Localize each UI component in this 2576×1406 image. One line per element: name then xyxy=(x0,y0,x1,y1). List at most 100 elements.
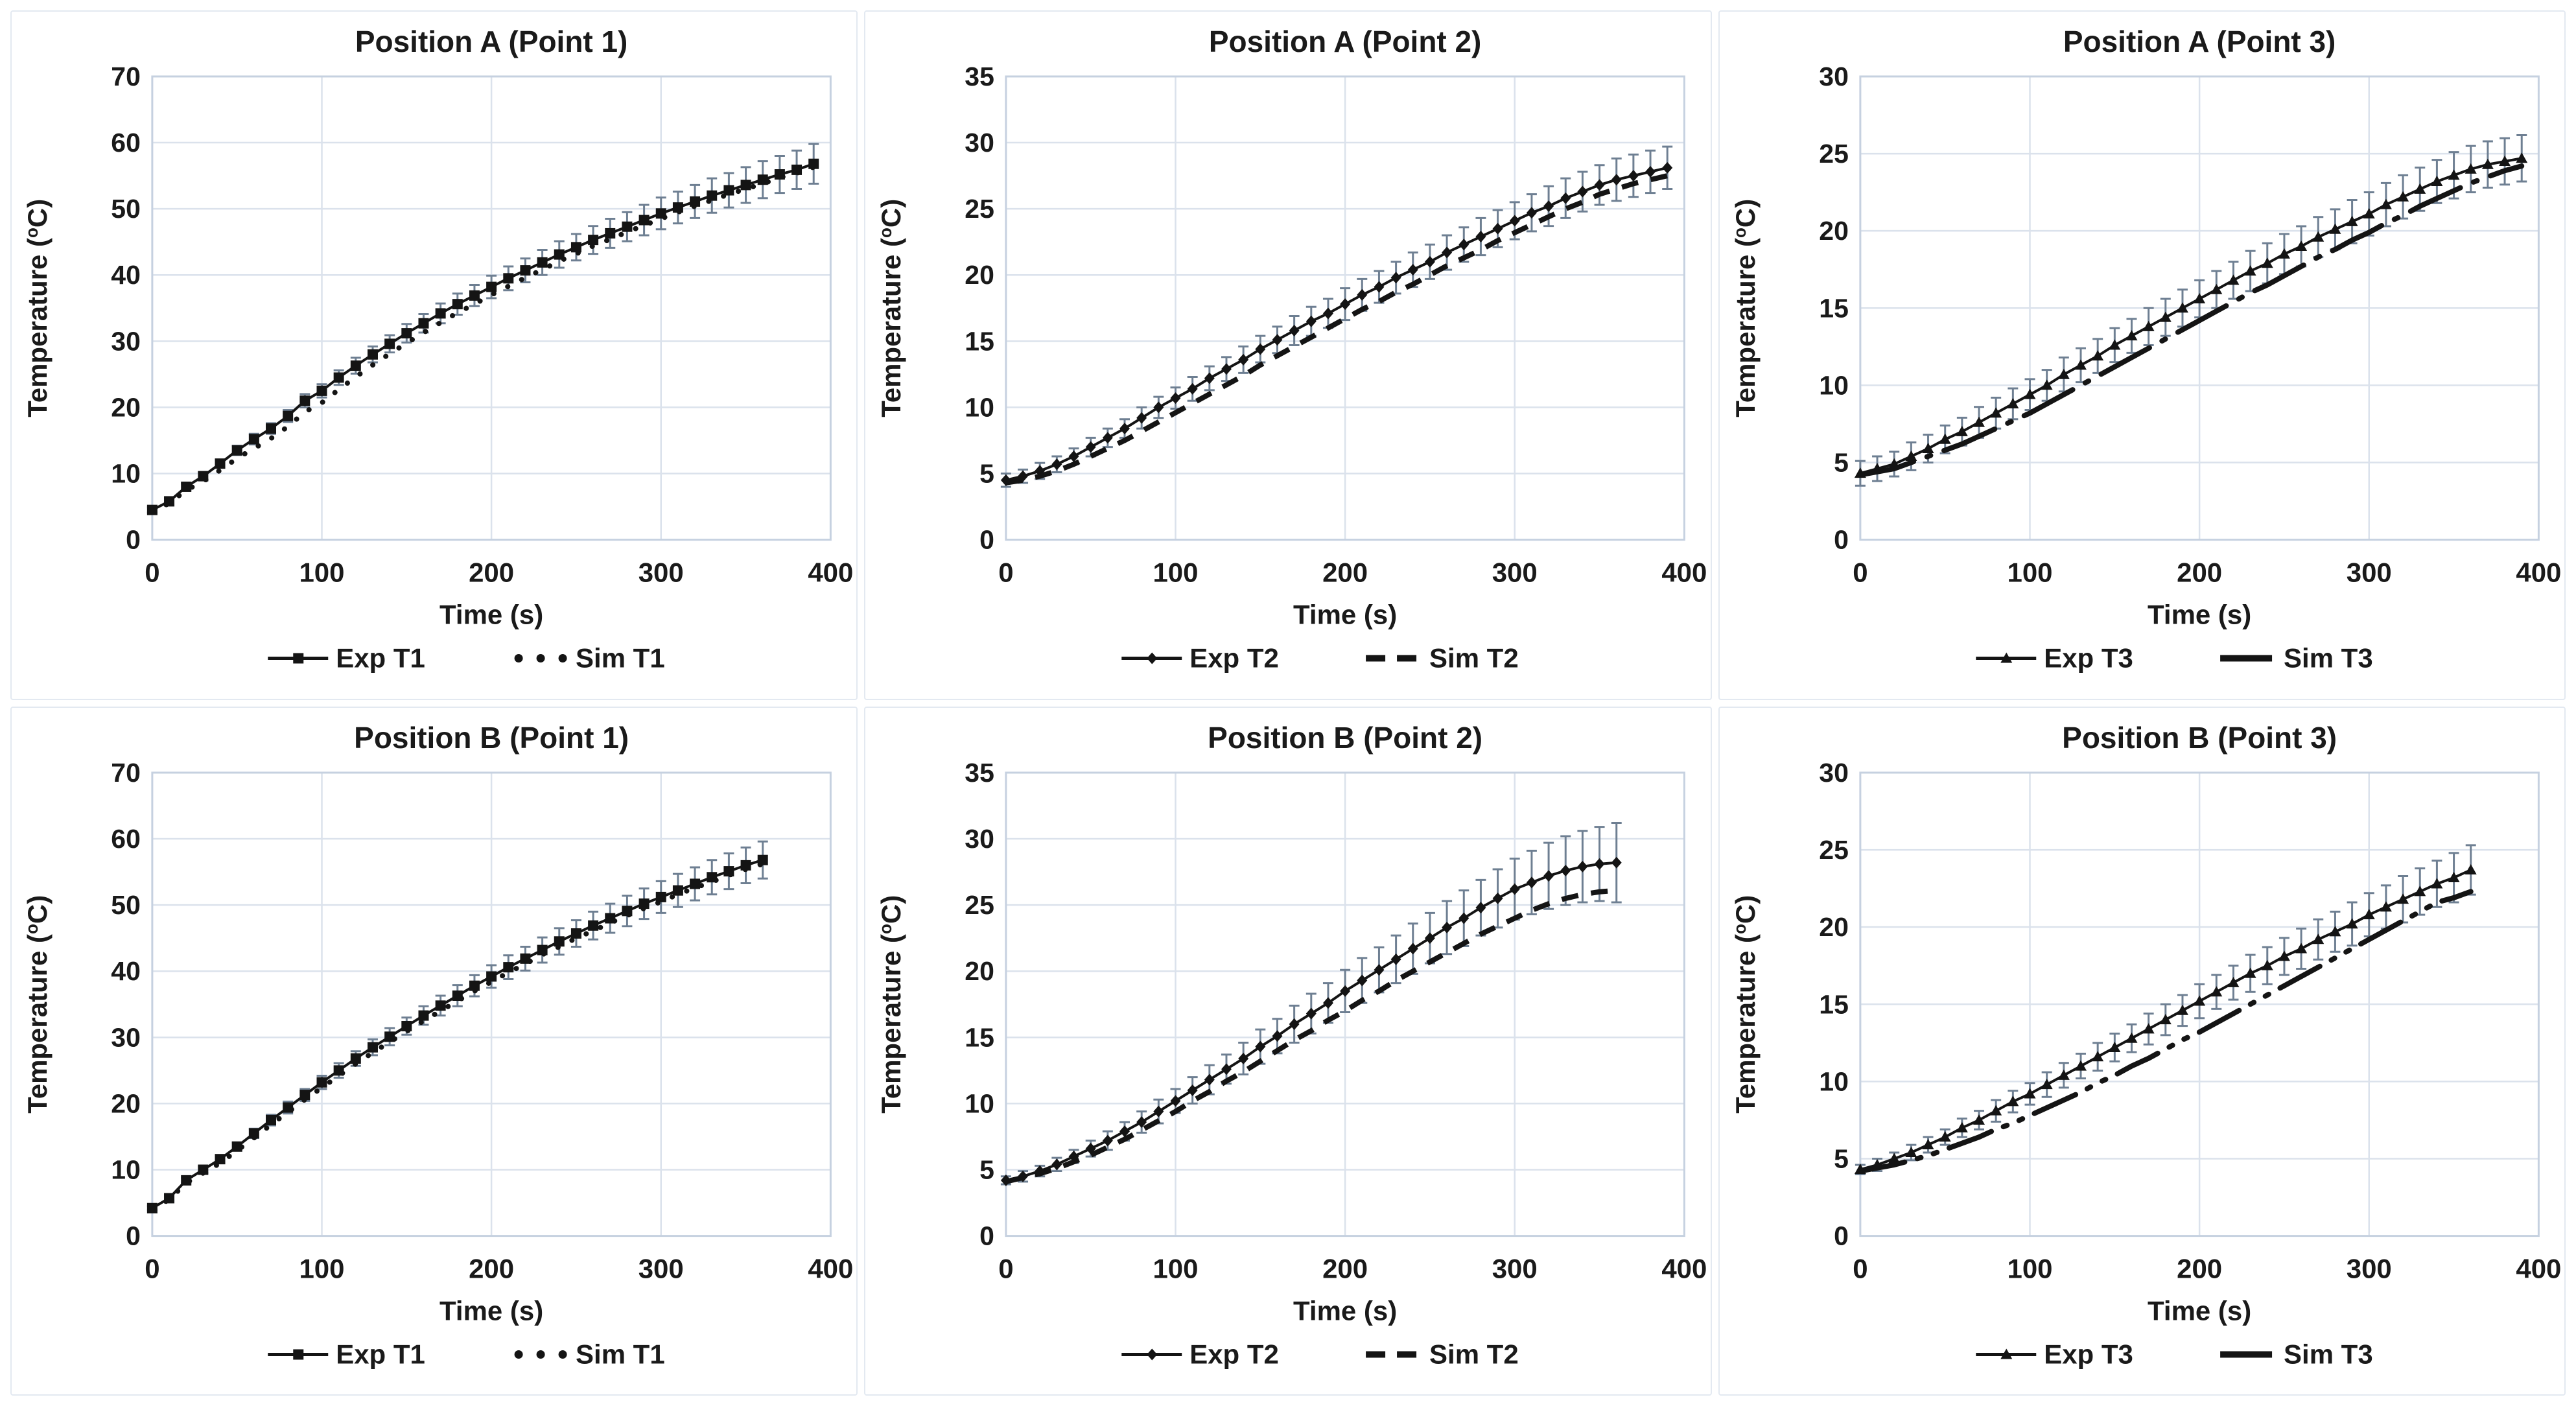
data-point-square xyxy=(605,913,616,924)
plot-border xyxy=(151,771,832,1237)
y-tick-label: 0 xyxy=(1834,1221,1849,1250)
legend-sim-dot-sample xyxy=(558,654,567,663)
x-axis-label: Time (s) xyxy=(2148,1295,2251,1326)
data-point-triangle xyxy=(2380,198,2392,209)
data-point-diamond xyxy=(1390,953,1401,965)
data-point-triangle xyxy=(2210,283,2222,294)
data-point-triangle xyxy=(2380,900,2392,911)
chart-panel-position-b-point-2: Position B (Point 2) 0 5 10 15 20 25 30 35 0 100 20… xyxy=(864,706,1712,1396)
data-point-triangle xyxy=(2227,274,2240,285)
legend-sim-dot-sample xyxy=(536,654,545,663)
data-point-triangle xyxy=(2346,917,2358,928)
x-tick-label: 100 xyxy=(1153,1253,1199,1283)
y-tick-label: 50 xyxy=(111,890,141,920)
data-point-triangle xyxy=(2091,350,2103,361)
data-point-triangle xyxy=(2448,169,2460,180)
y-tick-label: 10 xyxy=(1819,1066,1849,1096)
x-tick-label: 100 xyxy=(1153,557,1199,588)
chart-position-a-point-1: Position A (Point 1) 0 10 20 30 40 50 60 70 0 100 2… xyxy=(22,25,853,674)
legend-sim-label: Sim T1 xyxy=(576,1339,665,1369)
x-axis-label: Time (s) xyxy=(1293,600,1397,630)
data-point-triangle xyxy=(2193,995,2205,1006)
data-point-triangle xyxy=(2498,155,2511,166)
legend-exp-label: Exp T1 xyxy=(336,1339,425,1369)
data-point-square xyxy=(452,990,463,1001)
sim-line xyxy=(1857,163,2524,478)
data-point-triangle xyxy=(2363,908,2375,919)
y-tick-label: 10 xyxy=(965,1088,995,1118)
data-point-square xyxy=(605,228,616,239)
data-point-triangle xyxy=(2278,950,2290,961)
data-point-diamond xyxy=(1543,869,1554,882)
data-point-triangle xyxy=(1939,433,1951,444)
data-point-diamond xyxy=(1560,864,1571,876)
sim-line xyxy=(149,164,817,514)
data-point-triangle xyxy=(2142,320,2155,331)
chart-position-a-point-2: Position A (Point 2) 0 5 10 15 20 25 30 35 0 100 20… xyxy=(876,25,1707,674)
data-point-diamond xyxy=(1594,858,1605,870)
chart-title: Position A (Point 1) xyxy=(355,25,628,58)
sim-line xyxy=(1857,888,2474,1174)
data-point-triangle xyxy=(2431,175,2443,186)
data-point-diamond xyxy=(1170,392,1181,404)
data-point-diamond xyxy=(1442,921,1453,933)
x-tick-label: 100 xyxy=(299,1253,344,1283)
y-tick-label: 15 xyxy=(965,1022,995,1052)
y-tick-label: 30 xyxy=(965,824,995,854)
data-point-triangle xyxy=(2396,191,2409,202)
y-tick-label: 30 xyxy=(111,1022,141,1052)
chart-panel-position-a-point-3: Position A (Point 3) 0 5 10 15 20 25 30 0 100 200 3… xyxy=(1718,10,2566,700)
x-tick-label: 0 xyxy=(145,1253,159,1283)
data-point-square xyxy=(231,445,242,456)
data-point-diamond xyxy=(1458,912,1469,924)
data-point-triangle xyxy=(2329,925,2341,936)
legend: Exp T2 Sim T2 xyxy=(1121,1339,1519,1369)
data-point-diamond xyxy=(1289,1018,1300,1030)
data-point-square xyxy=(316,385,327,396)
data-point-square xyxy=(622,221,633,232)
data-point-diamond xyxy=(1408,264,1419,276)
legend-sim-dot-sample xyxy=(514,654,523,663)
data-point-diamond xyxy=(1221,1062,1232,1075)
x-tick-label: 400 xyxy=(808,557,853,588)
sim-line xyxy=(1005,173,1669,486)
y-tick-label: 30 xyxy=(965,128,995,158)
data-point-diamond xyxy=(1147,1348,1158,1361)
legend: Exp T1 Sim T1 xyxy=(268,1339,665,1369)
data-point-square xyxy=(503,961,514,972)
data-point-triangle xyxy=(2091,1050,2103,1061)
data-point-triangle xyxy=(2515,152,2527,163)
data-point-square xyxy=(707,190,718,201)
x-tick-label: 0 xyxy=(1853,557,1868,588)
data-point-square xyxy=(435,308,446,319)
data-point-diamond xyxy=(1255,343,1266,355)
legend-exp-label: Exp T2 xyxy=(1190,1339,1280,1369)
data-point-square xyxy=(435,1000,446,1011)
data-point-triangle xyxy=(1905,450,1917,461)
data-point-square xyxy=(384,1031,395,1042)
data-point-triangle xyxy=(2295,240,2307,251)
y-tick-label: 20 xyxy=(1819,216,1849,246)
data-point-square xyxy=(198,1164,209,1175)
plot-border xyxy=(1859,75,2540,541)
data-point-triangle xyxy=(2448,871,2460,882)
data-point-triangle xyxy=(1922,443,1934,454)
y-tick-label: 25 xyxy=(1819,835,1849,865)
data-point-triangle xyxy=(2413,183,2426,194)
data-point-triangle xyxy=(2278,248,2290,259)
data-point-triangle xyxy=(2329,223,2341,234)
data-point-square xyxy=(554,935,565,946)
data-point-square xyxy=(333,1064,344,1075)
chart-title: Position B (Point 2) xyxy=(1208,720,1482,754)
x-tick-label: 400 xyxy=(2516,557,2561,588)
data-point-triangle xyxy=(2465,863,2477,874)
data-point-square xyxy=(655,208,666,219)
legend-sim-dot-sample xyxy=(514,1350,523,1359)
data-point-square xyxy=(757,854,768,865)
data-point-square xyxy=(293,1349,304,1360)
data-point-diamond xyxy=(1594,179,1605,191)
data-point-diamond xyxy=(1425,931,1436,944)
data-point-diamond xyxy=(1390,272,1401,284)
data-point-square xyxy=(723,185,734,196)
data-point-diamond xyxy=(1510,215,1521,227)
